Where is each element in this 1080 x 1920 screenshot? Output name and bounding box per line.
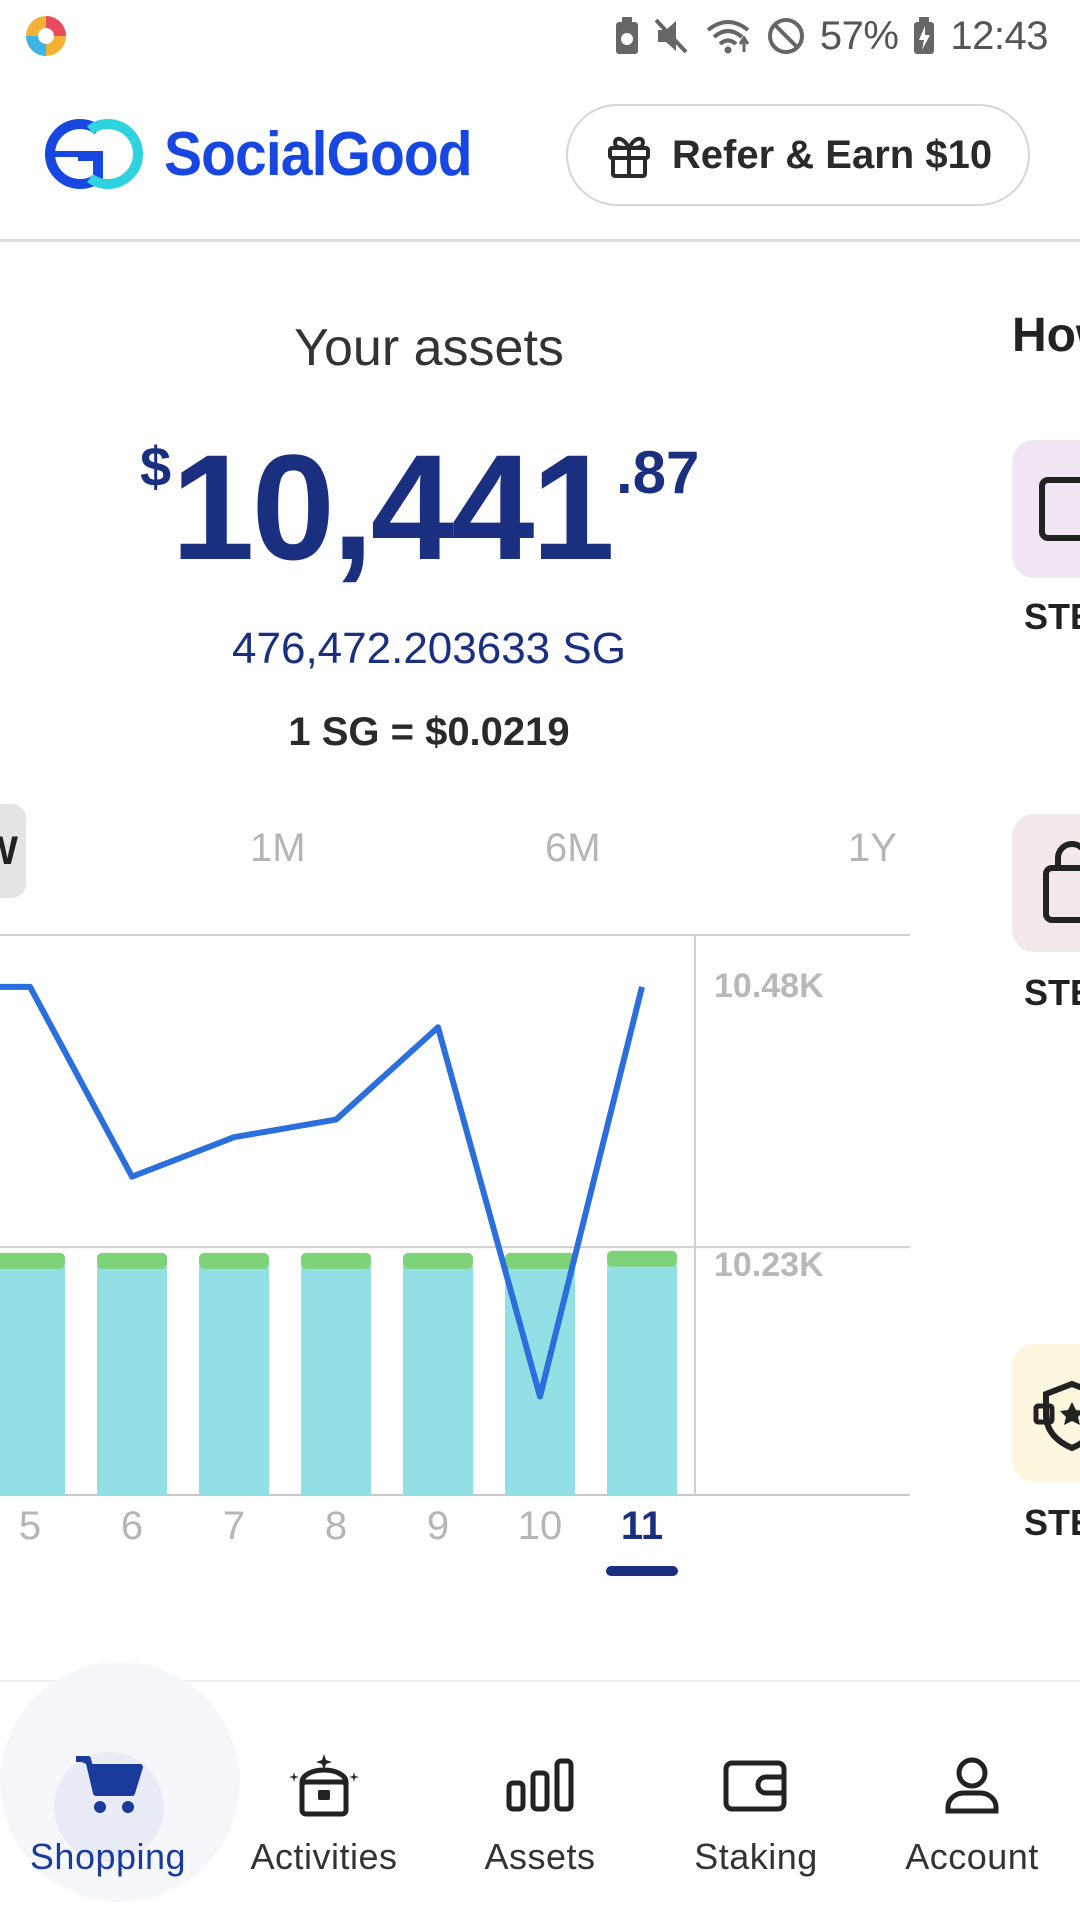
range-tab-1m[interactable]: 1M bbox=[250, 826, 306, 870]
bottom-navigation: Shopping Activities bbox=[0, 1662, 1080, 1920]
selected-day-indicator bbox=[606, 1566, 678, 1576]
bar-cap bbox=[199, 1252, 269, 1269]
sg-exchange-rate: 1 SG = $0.0219 bbox=[288, 710, 570, 754]
currency-symbol: $ bbox=[140, 435, 172, 498]
step-card-1[interactable] bbox=[1012, 440, 1080, 578]
x-tick-label: 5 bbox=[19, 1504, 41, 1548]
refer-earn-button[interactable]: Refer & Earn $10 bbox=[566, 104, 1030, 206]
x-tick-label: 11 bbox=[621, 1504, 663, 1548]
x-tick-label: 7 bbox=[223, 1504, 245, 1548]
nav-activities[interactable]: Activities bbox=[216, 1682, 432, 1920]
nav-label-staking: Staking bbox=[694, 1836, 818, 1877]
nav-shopping[interactable]: Shopping bbox=[0, 1662, 240, 1920]
person-icon bbox=[942, 1750, 1002, 1820]
asset-value-main: 10,441 bbox=[171, 423, 615, 591]
bar bbox=[607, 1264, 677, 1495]
wifi-icon bbox=[706, 20, 750, 54]
nav-account[interactable]: Account bbox=[864, 1682, 1080, 1920]
bar bbox=[97, 1266, 167, 1495]
wallet-icon bbox=[722, 1750, 790, 1820]
do-not-disturb-icon bbox=[767, 18, 804, 54]
x-tick-label: 9 bbox=[427, 1504, 449, 1548]
assets-chart[interactable]: 10.48K 10.23K 5 6 7 8 9 10 11 bbox=[0, 930, 910, 1590]
cart-icon bbox=[72, 1750, 144, 1820]
range-tab-6m[interactable]: 6M bbox=[545, 826, 601, 870]
shopping-bag-icon bbox=[1043, 841, 1080, 923]
treasure-chest-icon bbox=[286, 1750, 362, 1820]
battery-percent: 57% bbox=[819, 13, 899, 58]
bar-cap bbox=[505, 1252, 575, 1269]
gift-icon bbox=[607, 136, 650, 178]
bar bbox=[403, 1266, 473, 1495]
how-section-title: How bbox=[1012, 309, 1080, 362]
battery-charging-icon bbox=[914, 17, 935, 54]
clock: 12:43 bbox=[950, 13, 1048, 58]
nav-label-shopping: Shopping bbox=[29, 1836, 187, 1877]
y-tick-label: 10.23K bbox=[714, 1246, 824, 1284]
nav-label-assets: Assets bbox=[484, 1836, 596, 1877]
status-icons: 57% 12:43 bbox=[614, 12, 1048, 60]
bar-cap bbox=[0, 1252, 65, 1269]
bar bbox=[199, 1266, 269, 1495]
brand-logo[interactable]: SocialGood bbox=[40, 116, 498, 192]
bar-cap bbox=[301, 1252, 371, 1269]
y-tick-label: 10.48K bbox=[714, 967, 824, 1005]
bar-chart-icon bbox=[505, 1750, 575, 1820]
step-label-1: STE bbox=[1024, 596, 1080, 637]
mute-icon bbox=[654, 18, 688, 54]
range-tab-week[interactable]: W bbox=[0, 804, 26, 898]
nav-staking[interactable]: Staking bbox=[648, 1682, 864, 1920]
bar bbox=[0, 1266, 65, 1495]
step-card-3[interactable] bbox=[1012, 1344, 1080, 1482]
asset-value: $ 10,441 .87 bbox=[140, 420, 699, 590]
nav-label-activities: Activities bbox=[250, 1836, 398, 1877]
assets-title: Your assets bbox=[294, 319, 564, 377]
step-label-2: STE bbox=[1024, 972, 1080, 1013]
device-icon bbox=[1039, 477, 1080, 541]
x-tick-label: 8 bbox=[325, 1504, 347, 1548]
app-notification-icon bbox=[26, 16, 66, 56]
battery-saver-icon bbox=[615, 17, 638, 54]
step-label-3: STE bbox=[1024, 1502, 1080, 1543]
sg-token-balance: 476,472.203633 SG bbox=[232, 624, 626, 673]
app-header: SocialGood Refer & Earn $10 bbox=[0, 72, 1080, 242]
asset-value-cents: .87 bbox=[615, 439, 700, 506]
bar-cap bbox=[607, 1250, 677, 1267]
bar-cap bbox=[403, 1252, 473, 1269]
socialgood-logo-icon bbox=[45, 119, 143, 189]
series-line bbox=[0, 983, 645, 1400]
range-tab-1y[interactable]: 1Y bbox=[848, 826, 897, 870]
refer-earn-label: Refer & Earn $10 bbox=[671, 132, 993, 177]
shield-star-icon bbox=[1033, 1380, 1080, 1452]
nav-label-account: Account bbox=[905, 1836, 1039, 1877]
x-tick-label: 6 bbox=[121, 1504, 143, 1548]
bar bbox=[301, 1266, 371, 1495]
step-card-2[interactable] bbox=[1012, 814, 1080, 952]
nav-assets[interactable]: Assets bbox=[432, 1682, 648, 1920]
bar-cap bbox=[97, 1252, 167, 1269]
brand-name: SocialGood bbox=[164, 119, 473, 189]
x-tick-label: 10 bbox=[518, 1504, 563, 1548]
status-bar: 57% 12:43 bbox=[0, 0, 1080, 72]
